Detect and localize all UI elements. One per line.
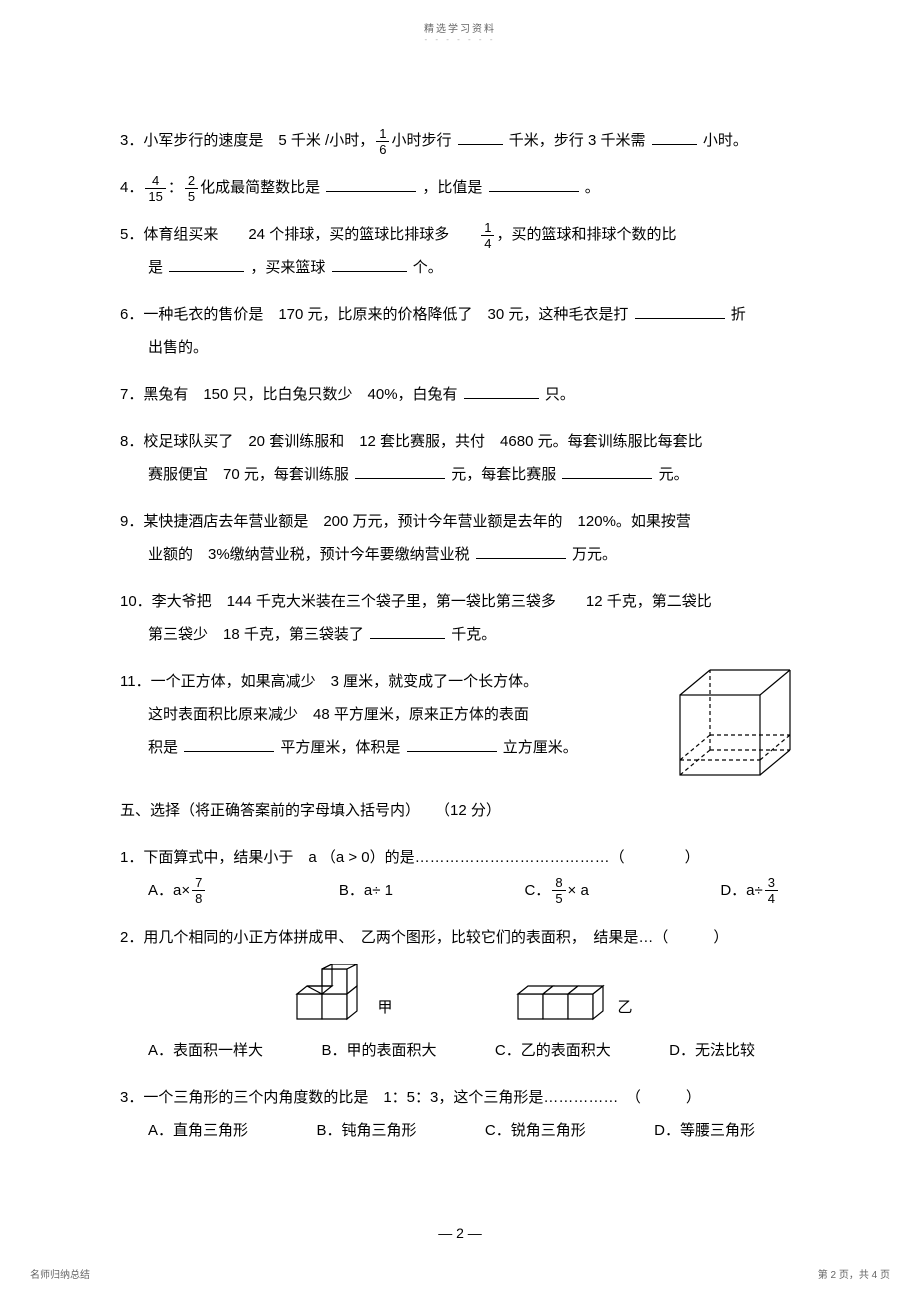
q9-blank: [476, 541, 566, 559]
q8-line2-mid: 元，每套比赛服: [451, 466, 556, 483]
q7-prefix: 7．黑兔有 150 只，比白兔只数少 40%，白兔有: [120, 386, 458, 403]
s5q3-optD: D．等腰三角形: [654, 1114, 755, 1147]
s5q2-optC: C．乙的表面积大: [495, 1034, 611, 1067]
footer-left: 名师归纳总结: [30, 1266, 90, 1281]
q5-blank2: [332, 254, 407, 272]
q5-blank1: [169, 254, 244, 272]
q4-suffix: 。: [585, 179, 600, 196]
label-yi: 乙: [618, 991, 633, 1024]
main-content: 3．小军步行的速度是 5 千米 /小时，16小时步行 千米，步行 3 千米需 小…: [0, 44, 920, 1147]
section-5-title: 五、选择（将正确答案前的字母填入括号内） （12 分）: [120, 794, 800, 827]
section5-q1: 1．下面算式中，结果小于 a （a > 0）的是…………………………………（ ）…: [120, 841, 800, 907]
question-3: 3．小军步行的速度是 5 千米 /小时，16小时步行 千米，步行 3 千米需 小…: [120, 124, 800, 157]
q6-line2: 出售的。: [120, 331, 800, 364]
cube-diagram-icon: [670, 665, 800, 795]
s5q3-optC: C．锐角三角形: [485, 1114, 586, 1147]
s5q1-optA: A．a×78: [148, 874, 207, 907]
q4-frac1: 415: [145, 174, 165, 203]
q9-line2-prefix: 业额的 3%缴纳营业税，预计今年要缴纳营业税: [148, 546, 470, 563]
question-9: 9．某快捷酒店去年营业额是 200 万元，预计今年营业额是去年的 120%。如果…: [120, 505, 800, 571]
question-4: 4．415：25化成最简整数比是 ，比值是 。: [120, 171, 800, 204]
q3-frac: 16: [376, 127, 389, 156]
q8-line2-suffix: 元。: [659, 466, 689, 483]
question-10: 10．李大爷把 144 千克大米装在三个袋子里，第一袋比第三袋多 12 千克，第…: [120, 585, 800, 651]
q8-blank2: [562, 461, 652, 479]
q11-line2: 这时表面积比原来减少 48 平方厘米，原来正方体的表面: [120, 698, 650, 731]
q11-line3-suffix: 立方厘米。: [503, 739, 578, 756]
q7-suffix: 只。: [545, 386, 575, 403]
q8-line1: 8．校足球队买了 20 套训练服和 12 套比赛服，共付 4680 元。每套训练…: [120, 425, 800, 458]
header-title: 精选学习资料: [0, 0, 920, 35]
q9-line1: 9．某快捷酒店去年营业额是 200 万元，预计今年营业额是去年的 120%。如果…: [120, 505, 800, 538]
q7-blank: [464, 381, 539, 399]
q4-frac2: 25: [185, 174, 198, 203]
q10-line1: 10．李大爷把 144 千克大米装在三个袋子里，第一袋比第三袋多 12 千克，第…: [120, 585, 800, 618]
q5-line1-suffix: ，买的篮球和排球个数的比: [496, 226, 676, 243]
q11-line3-prefix: 积是: [148, 739, 178, 756]
q3-blank2: [652, 127, 697, 145]
q11-blank2: [407, 734, 497, 752]
section5-q2: 2．用几个相同的小正方体拼成甲、 乙两个图形，比较它们的表面积， 结果是…（ ）: [120, 921, 800, 1067]
q4-blank2: [489, 174, 579, 192]
footer-right: 第 2 页，共 4 页: [818, 1266, 890, 1281]
page-number: — 2 —: [0, 1225, 920, 1241]
question-7: 7．黑兔有 150 只，比白兔只数少 40%，白兔有 只。: [120, 378, 800, 411]
q6-line1-suffix: 折: [731, 306, 746, 323]
q4-prefix: 4．: [120, 179, 143, 196]
s5q1-optC: C．85× a: [524, 874, 588, 907]
question-5: 5．体育组买来 24 个排球，买的篮球比排球多 14，买的篮球和排球个数的比 是…: [120, 218, 800, 284]
q4-mid1: 化成最简整数比是: [200, 179, 320, 196]
q11-line1: 11．一个正方体，如果高减少 3 厘米，就变成了一个长方体。: [120, 665, 650, 698]
q6-blank: [635, 301, 725, 319]
q5-line2-prefix: 是: [148, 259, 163, 276]
shape-yi-icon: [513, 974, 608, 1024]
q4-mid2: ，比值是: [422, 179, 482, 196]
header-decoration: - - - - - - -: [0, 35, 920, 44]
q5-line2-mid: ，买来篮球: [250, 259, 325, 276]
q3-mid2: 千米，步行 3 千米需: [509, 132, 646, 149]
q3-mid1: 小时步行: [391, 132, 451, 149]
s5q3-text: 3．一个三角形的三个内角度数的比是 1：5：3，这个三角形是…………… （ ）: [120, 1081, 800, 1114]
s5q2-optD: D．无法比较: [669, 1034, 755, 1067]
s5q1-optD: D．a÷34: [720, 874, 780, 907]
question-6: 6．一种毛衣的售价是 170 元，比原来的价格降低了 30 元，这种毛衣是打 折…: [120, 298, 800, 364]
s5q3-optA: A．直角三角形: [148, 1114, 248, 1147]
question-11: 11．一个正方体，如果高减少 3 厘米，就变成了一个长方体。 这时表面积比原来减…: [120, 665, 800, 764]
q10-blank: [370, 621, 445, 639]
shape-jia-icon: [287, 964, 367, 1024]
s5q2-optB: B．甲的表面积大: [321, 1034, 436, 1067]
q6-line1-prefix: 6．一种毛衣的售价是 170 元，比原来的价格降低了 30 元，这种毛衣是打: [120, 306, 628, 323]
q5-line2-suffix: 个。: [413, 259, 443, 276]
q8-blank1: [355, 461, 445, 479]
s5q2-text: 2．用几个相同的小正方体拼成甲、 乙两个图形，比较它们的表面积， 结果是…（ ）: [120, 921, 800, 954]
section5-q3: 3．一个三角形的三个内角度数的比是 1：5：3，这个三角形是…………… （ ） …: [120, 1081, 800, 1147]
question-8: 8．校足球队买了 20 套训练服和 12 套比赛服，共付 4680 元。每套训练…: [120, 425, 800, 491]
q3-blank1: [458, 127, 503, 145]
q4-blank1: [326, 174, 416, 192]
q11-line3-mid: 平方厘米，体积是: [280, 739, 400, 756]
s5q1-optB: B．a÷ 1: [339, 874, 393, 907]
q4-colon: ：: [168, 179, 183, 196]
s5q3-optB: B．钝角三角形: [316, 1114, 416, 1147]
q5-line1-prefix: 5．体育组买来 24 个排球，买的篮球比排球多: [120, 226, 479, 243]
q11-blank1: [184, 734, 274, 752]
q9-line2-suffix: 万元。: [572, 546, 617, 563]
q8-line2-prefix: 赛服便宜 70 元，每套训练服: [148, 466, 349, 483]
q5-frac: 14: [481, 221, 494, 250]
q10-line2-prefix: 第三袋少 18 千克，第三袋装了: [148, 626, 364, 643]
q10-line2-suffix: 千克。: [451, 626, 496, 643]
label-jia: 甲: [377, 991, 392, 1024]
s5q1-text: 1．下面算式中，结果小于 a （a > 0）的是…………………………………（ ）: [120, 841, 800, 874]
q3-prefix: 3．小军步行的速度是 5 千米 /小时，: [120, 132, 374, 149]
q3-suffix: 小时。: [703, 132, 748, 149]
s5q2-optA: A．表面积一样大: [148, 1034, 263, 1067]
